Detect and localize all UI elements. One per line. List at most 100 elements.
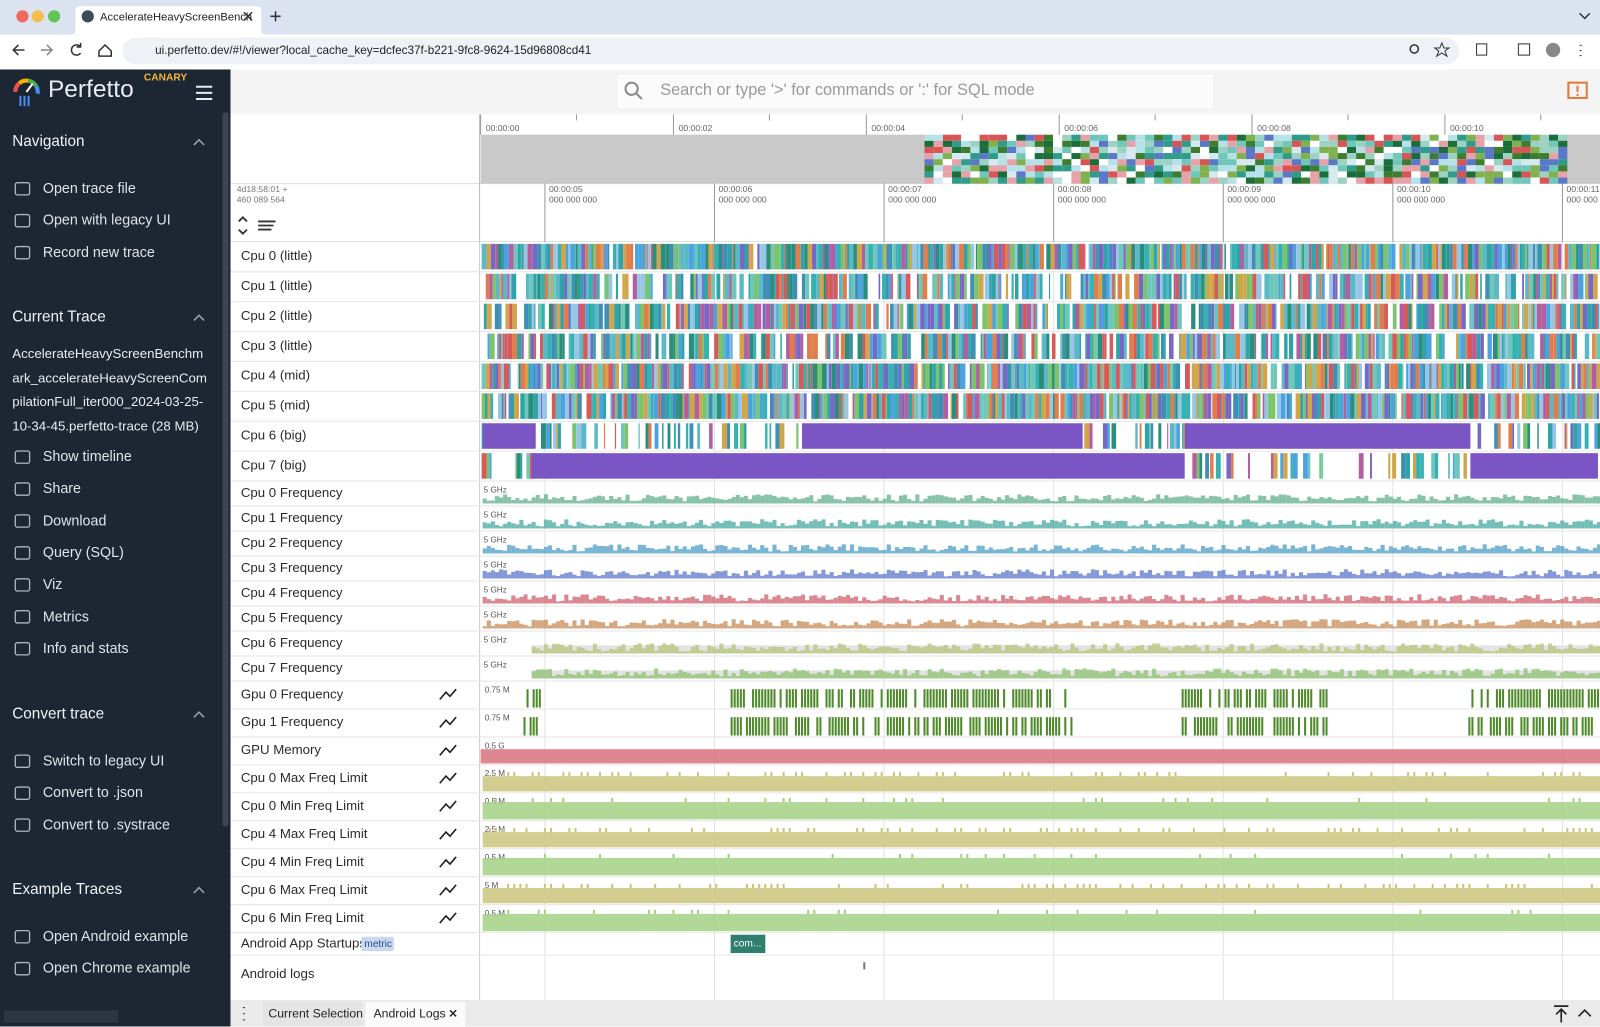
cpu-slice [1206,273,1211,300]
cpu-slice [1011,273,1014,300]
overview-cell [1034,140,1044,147]
cpu-slice [1149,303,1152,330]
cpu-slice [1446,393,1451,419]
freq-bar [519,571,524,579]
section-title[interactable]: Convert trace [12,705,105,723]
freq-bar [1323,594,1328,604]
freq-bar [1274,570,1279,579]
freq-bar [788,672,793,679]
cpu-slice [1452,363,1454,389]
cpu-slice [1565,393,1568,419]
section-title[interactable]: Example Traces [12,880,122,898]
freq-bar [1298,522,1304,529]
freq-bar [1584,596,1589,604]
freq-bar [1315,498,1320,504]
cpu-slice [718,243,723,270]
cpu-slice [1568,243,1573,270]
cpu-slice [1160,333,1165,360]
freq-bar [1029,496,1034,504]
freq-bar [511,571,516,579]
search-input[interactable]: Search or type '>' for commands or ':' f… [660,81,1035,99]
cpu-slice [494,303,500,330]
sidebar-item[interactable]: Open with legacy UI [42,211,171,228]
sidebar-item[interactable]: Download [42,511,107,529]
cpu-slice [924,333,928,360]
logo-arc [27,78,39,88]
overview-cell [970,140,980,147]
freq-bar [976,595,981,604]
cpu-slice [725,393,728,419]
cpu-slice [1375,273,1381,300]
freq-bar [1217,570,1222,579]
freq-bar [923,646,928,654]
sidebar-item[interactable]: Open Chrome example [42,959,191,976]
overview-cell [1016,159,1026,166]
cpu-slice [1235,273,1239,300]
cpu-slice [1222,393,1226,419]
freq-bar [956,500,961,504]
freq-bar [1543,650,1548,654]
cpu-slice [678,333,682,360]
cpu-slice [1477,423,1482,449]
sidebar-item[interactable]: Open Android example [42,927,189,944]
section-title[interactable]: Navigation [12,132,85,151]
freq-bar [1515,548,1520,554]
cpu-slice [1238,273,1244,300]
freq-bar [882,524,887,529]
freq-bar [956,624,961,629]
cpu-slice [1166,393,1171,419]
overview-cell [1365,153,1375,160]
cpu-slice [1202,363,1208,389]
sidebar-item[interactable]: Record new trace [42,243,155,260]
sidebar-item[interactable]: Convert to .json [42,783,143,801]
sidebar-item[interactable]: Switch to legacy UI [42,752,165,769]
scale-label: 5 GHz [484,585,507,594]
cpu-slice [499,273,502,300]
cpu-slice [1416,393,1421,419]
freq-bar [1119,673,1124,679]
freq-bar [813,673,818,679]
cpu-slice [979,363,985,389]
cpu-slice [530,363,534,389]
gpu-bar [736,689,739,708]
freq-bar [1196,524,1202,529]
cpu-slice [1079,393,1084,419]
sidebar-item[interactable]: Show timeline [42,447,132,465]
sidebar-item[interactable]: Info and stats [42,639,129,656]
overview-cell [1337,146,1347,154]
cpu-slice [1273,453,1278,479]
cpu-slice [1384,393,1389,419]
freq-bar [1086,547,1091,554]
cpu-slice [1137,303,1140,330]
freq-bar [1519,520,1524,529]
freq-bar [560,574,565,579]
freq-bar [1164,495,1169,504]
cpu-slice [1214,243,1220,270]
sidebar-item[interactable]: Open trace file [42,179,136,196]
freq-bar [1417,571,1422,579]
sidebar-item[interactable]: Query (SQL) [42,543,124,561]
freq-bar [1343,676,1348,679]
sidebar-item[interactable]: Viz [42,575,63,593]
sidebar-item[interactable]: Share [42,479,81,497]
freq-bar [1372,675,1377,679]
freq-bar [833,526,838,529]
section-title[interactable]: Current Trace [12,308,106,326]
freq-bar [1547,598,1553,604]
freq-bar [727,575,732,579]
freq-bar [801,650,806,654]
sidebar-item[interactable]: Metrics [42,607,89,624]
cpu-slice [1437,363,1442,389]
cpu-slice [1560,363,1566,389]
cpu-slice [766,273,771,300]
sidebar-item[interactable]: Convert to .systrace [42,815,170,833]
gpu-bar [840,689,843,708]
cpu-slice [558,423,561,449]
overview-cell [1310,134,1320,141]
freq-bar [760,598,765,604]
freq-bar [1388,496,1393,504]
cpu-slice [781,363,784,389]
freq-bar [1290,676,1295,679]
freq-bar [1262,524,1267,529]
cpu-slice [950,393,952,419]
